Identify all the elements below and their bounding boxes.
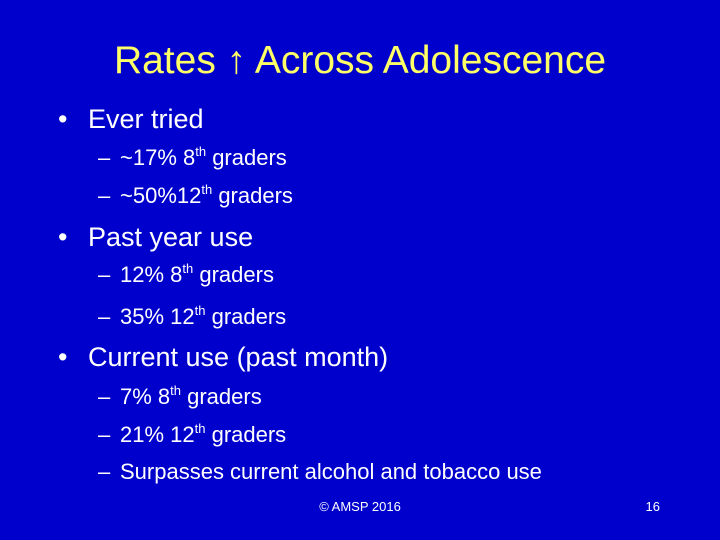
superscript: th xyxy=(170,383,181,398)
copyright: © AMSP 2016 xyxy=(319,499,401,514)
superscript: th xyxy=(194,303,206,318)
sub-item: 35% 12th graders xyxy=(98,303,287,331)
item-text: graders xyxy=(212,183,293,208)
item-text: graders xyxy=(206,145,287,170)
page-number: 16 xyxy=(645,499,660,514)
bullet: Ever tried xyxy=(58,103,203,135)
item-text: 35% 12 xyxy=(120,304,195,329)
item-text: 7% 8 xyxy=(120,384,171,409)
superscript: th xyxy=(182,261,194,276)
item-text: graders xyxy=(181,384,262,409)
sub-item: Surpasses current alcohol and tobacco us… xyxy=(98,458,542,486)
bullet: Past year use xyxy=(58,221,253,253)
item-text: 12% 8 xyxy=(120,262,183,287)
superscript: th xyxy=(195,144,207,159)
item-text: graders xyxy=(193,262,274,287)
slide-title: Rates ↑ Across Adolescence xyxy=(113,39,607,82)
item-text: graders xyxy=(205,304,287,329)
item-text: graders xyxy=(205,422,287,447)
sub-item: 12% 8th graders xyxy=(98,261,274,289)
superscript: th xyxy=(194,421,206,436)
item-text: ~50%12 xyxy=(120,183,202,208)
sub-item: ~17% 8th graders xyxy=(98,144,287,172)
item-text: Surpasses current alcohol and tobacco us… xyxy=(120,459,542,484)
superscript: th xyxy=(201,182,213,197)
bullet: Current use (past month) xyxy=(58,341,388,373)
sub-item: 21% 12th graders xyxy=(98,421,287,449)
item-text: 21% 12 xyxy=(120,422,195,447)
sub-item: 7% 8th graders xyxy=(98,383,262,411)
sub-item: ~50%12th graders xyxy=(98,182,293,210)
item-text: ~17% 8 xyxy=(120,145,196,170)
